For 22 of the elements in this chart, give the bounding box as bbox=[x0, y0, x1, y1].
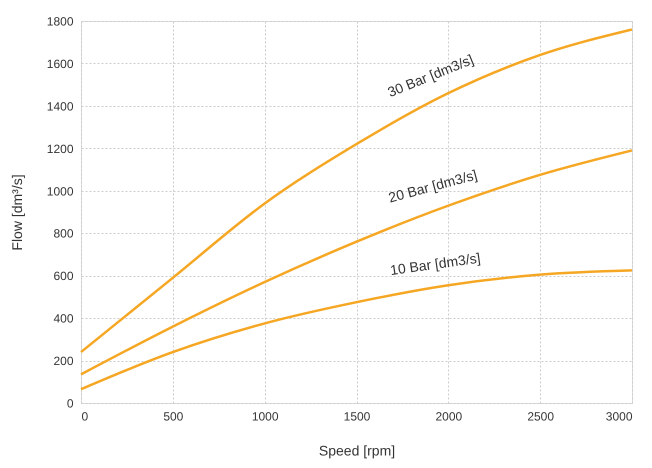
x-tick-label: 2500 bbox=[527, 410, 554, 424]
y-tick-label: 1200 bbox=[46, 142, 74, 156]
y-tick-label: 1600 bbox=[46, 56, 74, 71]
y-tick-label: 200 bbox=[53, 354, 74, 368]
x-tick-label: 3000 bbox=[606, 410, 633, 424]
line-series bbox=[80, 28, 634, 354]
x-tick-label: 0 bbox=[82, 410, 88, 424]
y-tick-label: 0 bbox=[66, 396, 74, 410]
x-tick-label: 2000 bbox=[435, 410, 463, 424]
y-tick-label: 1000 bbox=[46, 184, 74, 198]
y-axis-title: Flow [dm³/s] bbox=[8, 174, 25, 251]
y-tick-label: 1800 bbox=[46, 14, 74, 28]
x-tick-label: 1000 bbox=[252, 410, 279, 424]
y-tick-label: 1400 bbox=[46, 99, 74, 114]
y-tick-label: 800 bbox=[53, 226, 74, 241]
y-tick-label: 600 bbox=[53, 269, 74, 284]
x-tick-label: 1500 bbox=[344, 410, 371, 424]
text: 10 Bar [dm3/s] bbox=[389, 250, 482, 278]
x-tick-label: 500 bbox=[163, 410, 184, 424]
x-axis-title: Speed [rpm] bbox=[318, 442, 396, 458]
y-tick-label: 400 bbox=[53, 312, 74, 326]
line-series bbox=[80, 149, 634, 376]
